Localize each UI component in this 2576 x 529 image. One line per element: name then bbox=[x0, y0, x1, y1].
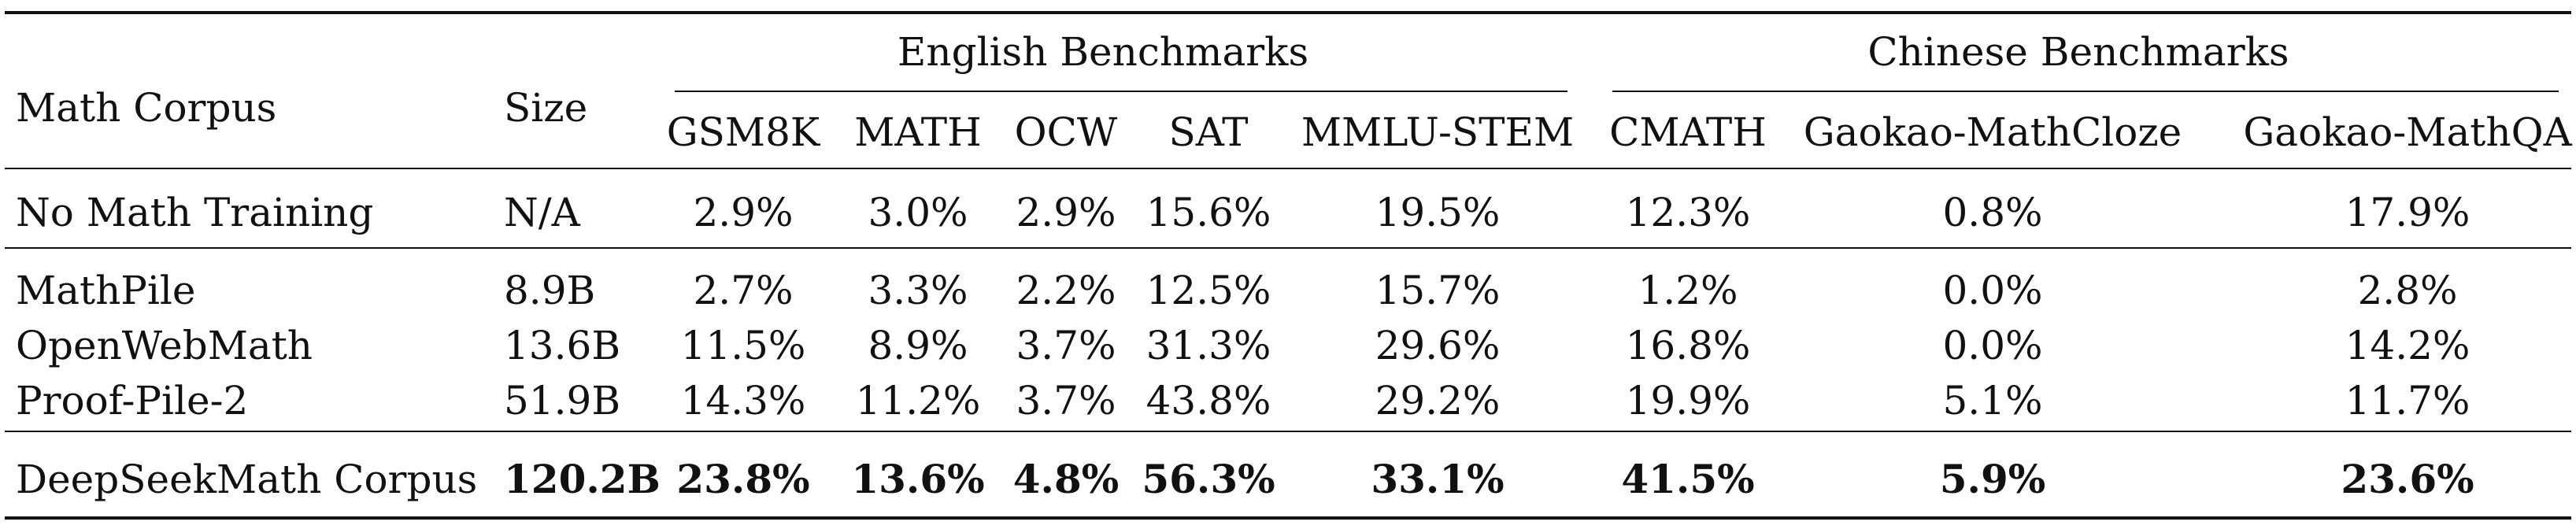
row-0-gsm8k: 2.9% bbox=[693, 190, 794, 235]
row-1-gaokao-mathcloze: 0.0% bbox=[1942, 268, 2043, 313]
col-header-gaokao-mathqa: Gaokao-MathQA bbox=[2243, 109, 2572, 155]
row-4-mmlu-stem: 33.1% bbox=[1371, 456, 1505, 502]
header-size: Size bbox=[504, 85, 588, 131]
row-1-mmlu-stem: 15.7% bbox=[1375, 268, 1501, 313]
col-header-math: MATH bbox=[854, 109, 982, 155]
row-2-mmlu-stem: 29.6% bbox=[1375, 323, 1501, 368]
row-4-corpus: DeepSeekMath Corpus bbox=[16, 457, 478, 502]
top-rule bbox=[5, 11, 2571, 14]
row-0-ocw: 2.9% bbox=[1016, 190, 1116, 235]
chinese-group-rule bbox=[1612, 91, 2559, 92]
row-2-gaokao-mathqa: 14.2% bbox=[2345, 323, 2471, 368]
col-header-sat: SAT bbox=[1168, 109, 1249, 155]
row-3-gsm8k: 14.3% bbox=[680, 378, 806, 424]
row-0-cmath: 12.3% bbox=[1625, 190, 1751, 235]
row-0-size: N/A bbox=[504, 190, 580, 235]
row-2-gaokao-mathcloze: 0.0% bbox=[1942, 323, 2043, 368]
row-4-gsm8k: 23.8% bbox=[676, 456, 810, 502]
row-1-cmath: 1.2% bbox=[1638, 268, 1738, 313]
row-0-gaokao-mathcloze: 0.8% bbox=[1942, 190, 2043, 235]
row-2-sat: 31.3% bbox=[1146, 323, 1271, 368]
row-4-math: 13.6% bbox=[851, 456, 985, 502]
row-3-ocw: 3.7% bbox=[1016, 378, 1116, 424]
row-3-math: 11.2% bbox=[855, 378, 981, 424]
row-4-ocw: 4.8% bbox=[1012, 456, 1120, 502]
row-0-corpus: No Math Training bbox=[16, 190, 374, 235]
row-4-sat: 56.3% bbox=[1142, 456, 1275, 502]
col-header-cmath: CMATH bbox=[1609, 109, 1767, 155]
col-header-gaokao-mathcloze: Gaokao-MathCloze bbox=[1803, 109, 2182, 155]
header-english-benchmarks: English Benchmarks bbox=[897, 29, 1309, 75]
row-1-sat: 12.5% bbox=[1146, 268, 1271, 313]
row-2-ocw: 3.7% bbox=[1016, 323, 1116, 368]
row-4-cmath: 41.5% bbox=[1621, 456, 1755, 502]
header-math-corpus: Math Corpus bbox=[16, 85, 277, 131]
col-header-ocw: OCW bbox=[1014, 109, 1118, 155]
row-3-corpus: Proof-Pile-2 bbox=[16, 378, 249, 424]
row-2-cmath: 16.8% bbox=[1625, 323, 1751, 368]
row-0-mmlu-stem: 19.5% bbox=[1375, 190, 1501, 235]
corpus-group-rule bbox=[5, 431, 2571, 432]
row-3-size: 51.9B bbox=[504, 378, 621, 424]
col-header-gsm8k: GSM8K bbox=[666, 109, 820, 155]
row-4-gaokao-mathcloze: 5.9% bbox=[1939, 456, 2046, 502]
row-0-gaokao-mathqa: 17.9% bbox=[2345, 190, 2471, 235]
row-1-gsm8k: 2.7% bbox=[693, 268, 794, 313]
row-3-gaokao-mathcloze: 5.1% bbox=[1942, 378, 2043, 424]
baseline-rule bbox=[5, 247, 2571, 249]
row-2-gsm8k: 11.5% bbox=[680, 323, 806, 368]
row-3-sat: 43.8% bbox=[1146, 378, 1271, 424]
row-1-size: 8.9B bbox=[504, 268, 596, 313]
row-3-mmlu-stem: 29.2% bbox=[1375, 378, 1501, 424]
row-1-math: 3.3% bbox=[868, 268, 968, 313]
bottom-rule bbox=[5, 516, 2571, 520]
row-1-corpus: MathPile bbox=[16, 268, 196, 313]
row-2-corpus: OpenWebMath bbox=[16, 323, 313, 368]
col-header-mmlu-stem: MMLU-STEM bbox=[1301, 109, 1575, 155]
row-4-size: 120.2B bbox=[504, 456, 661, 502]
row-1-gaokao-mathqa: 2.8% bbox=[2357, 268, 2458, 313]
row-2-math: 8.9% bbox=[868, 323, 968, 368]
header-bottom-rule bbox=[5, 168, 2571, 169]
row-0-sat: 15.6% bbox=[1146, 190, 1271, 235]
row-1-ocw: 2.2% bbox=[1016, 268, 1116, 313]
row-3-gaokao-mathqa: 11.7% bbox=[2345, 378, 2471, 424]
english-group-rule bbox=[675, 91, 1567, 92]
row-4-gaokao-mathqa: 23.6% bbox=[2341, 456, 2474, 502]
row-0-math: 3.0% bbox=[868, 190, 968, 235]
row-3-cmath: 19.9% bbox=[1625, 378, 1751, 424]
row-2-size: 13.6B bbox=[504, 323, 621, 368]
header-chinese-benchmarks: Chinese Benchmarks bbox=[1867, 29, 2289, 75]
